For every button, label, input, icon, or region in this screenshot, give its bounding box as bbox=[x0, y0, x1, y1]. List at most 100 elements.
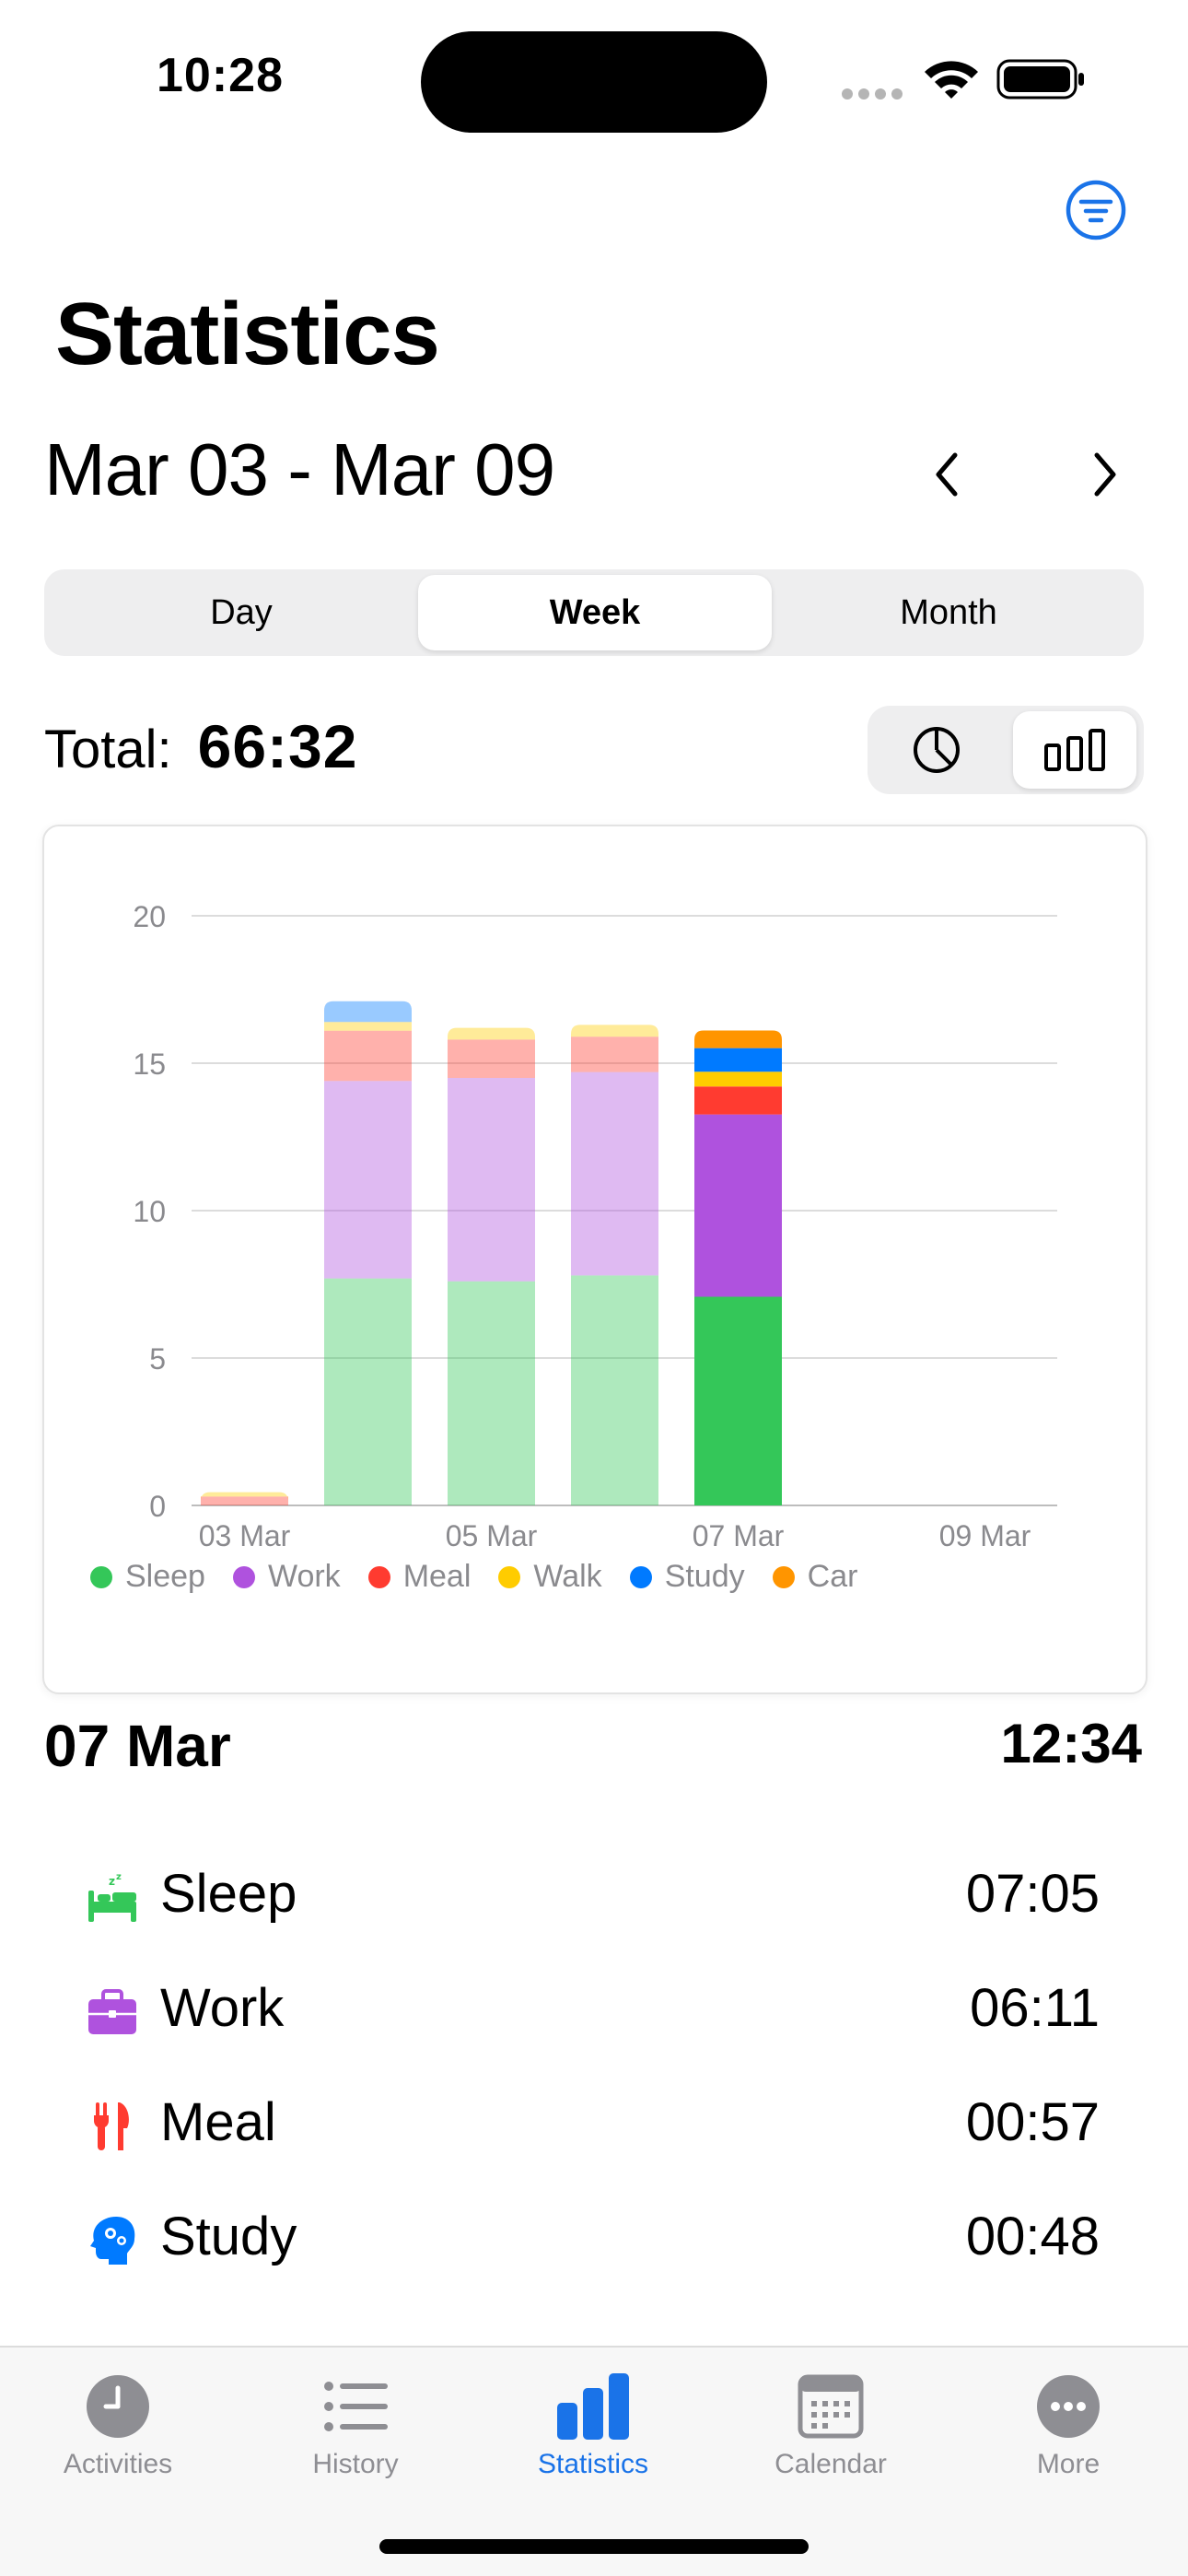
bar-segment-work bbox=[571, 1071, 658, 1276]
legend-dot bbox=[498, 1565, 521, 1588]
activity-name: Sleep bbox=[160, 1864, 297, 1924]
segment-week[interactable]: Week bbox=[418, 575, 772, 650]
activity-row-sleep[interactable]: z z Sleep 07:05 bbox=[0, 1848, 1188, 1950]
bar-segment-meal bbox=[694, 1086, 782, 1115]
bar-segment-meal bbox=[324, 1030, 412, 1082]
legend-dot bbox=[772, 1565, 795, 1588]
tab-history[interactable]: History bbox=[254, 2370, 457, 2480]
bar-segment-meal bbox=[448, 1039, 535, 1078]
bar-segment-sleep bbox=[324, 1278, 412, 1505]
chart-card: 0 5 10 15 20 03 Mar 05 Mar 07 Mar 09 Mar bbox=[42, 825, 1147, 1694]
wifi-icon bbox=[925, 61, 978, 99]
activity-time: 06:11 bbox=[970, 1978, 1100, 2038]
tab-label: Calendar bbox=[775, 2449, 887, 2479]
bar-segment-study bbox=[694, 1048, 782, 1072]
legend-label: Study bbox=[664, 1559, 745, 1594]
segment-month[interactable]: Month bbox=[900, 592, 997, 632]
tab-more[interactable]: More bbox=[967, 2370, 1170, 2480]
bar-segment-walk bbox=[571, 1025, 658, 1037]
activity-row-work[interactable]: Work 06:11 bbox=[0, 1962, 1188, 2064]
x-tick-label: 09 Mar bbox=[939, 1519, 1031, 1552]
activity-name: Study bbox=[160, 2207, 297, 2266]
next-week-button[interactable] bbox=[1077, 442, 1133, 507]
activity-row-study[interactable]: Study 00:48 bbox=[0, 2191, 1188, 2292]
tab-statistics[interactable]: Statistics bbox=[492, 2370, 694, 2480]
tab-label: Statistics bbox=[537, 2449, 649, 2479]
bar-segment-walk bbox=[324, 1022, 412, 1031]
svg-text:z: z bbox=[109, 1875, 115, 1888]
bar-segment-walk bbox=[694, 1071, 782, 1087]
list-icon bbox=[324, 2382, 388, 2431]
legend-dot bbox=[629, 1565, 652, 1588]
cellular-signal-icon bbox=[842, 88, 904, 100]
segment-day[interactable]: Day bbox=[210, 592, 273, 632]
y-tick-label: 15 bbox=[133, 1048, 166, 1081]
bar-segment-car bbox=[694, 1030, 782, 1048]
status-time: 10:28 bbox=[157, 49, 284, 102]
bar-segment-sleep bbox=[571, 1275, 658, 1505]
tab-label: Activities bbox=[63, 2449, 173, 2479]
pie-chart-icon bbox=[914, 727, 960, 773]
period-segmented-control: Day Week Month bbox=[44, 569, 1144, 656]
y-tick-label: 5 bbox=[149, 1342, 166, 1376]
chart-type-toggle bbox=[868, 706, 1144, 794]
bar-segment-walk bbox=[448, 1027, 535, 1040]
page-title: Statistics bbox=[55, 285, 440, 383]
bar-segment-study bbox=[324, 1001, 412, 1023]
previous-week-button[interactable] bbox=[919, 442, 974, 507]
legend-item-study: Study bbox=[629, 1559, 745, 1595]
stacked-bar-chart[interactable]: 0 5 10 15 20 03 Mar 05 Mar 07 Mar 09 Mar bbox=[44, 826, 1146, 1692]
bar-segment-sleep bbox=[694, 1296, 782, 1505]
legend-dot bbox=[232, 1565, 255, 1588]
legend-label: Meal bbox=[402, 1559, 472, 1594]
legend-item-walk: Walk bbox=[498, 1559, 602, 1595]
legend-item-meal: Meal bbox=[367, 1559, 472, 1595]
legend-label: Walk bbox=[533, 1559, 602, 1594]
bar-segment-work bbox=[448, 1078, 535, 1282]
total-value: 66:32 bbox=[197, 712, 358, 780]
bar-segment-walk bbox=[201, 1492, 288, 1502]
tab-bar: Activities History Statistics bbox=[0, 2346, 1188, 2576]
svg-text:z: z bbox=[116, 1872, 122, 1882]
selected-day-total: 12:34 bbox=[1000, 1713, 1142, 1774]
pie-chart-toggle[interactable] bbox=[875, 711, 998, 789]
legend-label: Sleep bbox=[125, 1559, 205, 1594]
x-tick-label: 03 Mar bbox=[199, 1519, 291, 1552]
bar-chart-icon bbox=[1044, 729, 1105, 771]
bar-segment-sleep bbox=[448, 1281, 535, 1505]
tab-calendar[interactable]: Calendar bbox=[729, 2370, 932, 2480]
activity-name: Meal bbox=[160, 2092, 276, 2152]
bar-segment-meal bbox=[201, 1496, 288, 1505]
bar-chart-icon bbox=[557, 2373, 629, 2440]
activity-time: 00:57 bbox=[965, 2092, 1100, 2152]
tab-activities[interactable]: Activities bbox=[17, 2370, 219, 2480]
legend-item-sleep: Sleep bbox=[90, 1559, 205, 1595]
chart-legend: Sleep Work Meal Walk Study Car bbox=[90, 1559, 857, 1595]
bar-chart-toggle[interactable] bbox=[1013, 711, 1136, 789]
x-tick-label: 05 Mar bbox=[446, 1519, 538, 1552]
bar-segment-meal bbox=[571, 1036, 658, 1072]
activity-name: Work bbox=[160, 1978, 285, 2038]
briefcase-icon bbox=[88, 1989, 136, 2034]
x-tick-label: 07 Mar bbox=[693, 1519, 785, 1552]
chevron-right-icon bbox=[1094, 452, 1116, 497]
bar-segment-work bbox=[324, 1081, 412, 1279]
activity-row-meal[interactable]: Meal 00:57 bbox=[0, 2077, 1188, 2178]
bed-icon: z z bbox=[88, 1872, 136, 1922]
legend-item-car: Car bbox=[772, 1559, 858, 1595]
dynamic-island bbox=[421, 31, 767, 133]
clock-icon bbox=[87, 2375, 149, 2438]
legend-dot bbox=[367, 1565, 390, 1588]
filter-icon[interactable] bbox=[1065, 179, 1127, 241]
legend-label: Car bbox=[807, 1559, 858, 1594]
tab-label: More bbox=[1036, 2449, 1101, 2479]
home-indicator bbox=[379, 2539, 809, 2554]
y-tick-label: 10 bbox=[133, 1195, 166, 1228]
activity-time: 00:48 bbox=[965, 2207, 1100, 2266]
total-label: Total: bbox=[44, 720, 172, 779]
date-range-label: Mar 03 - Mar 09 bbox=[44, 428, 555, 510]
battery-icon bbox=[996, 59, 1084, 100]
legend-item-work: Work bbox=[232, 1559, 341, 1595]
y-tick-label: 0 bbox=[149, 1490, 166, 1523]
